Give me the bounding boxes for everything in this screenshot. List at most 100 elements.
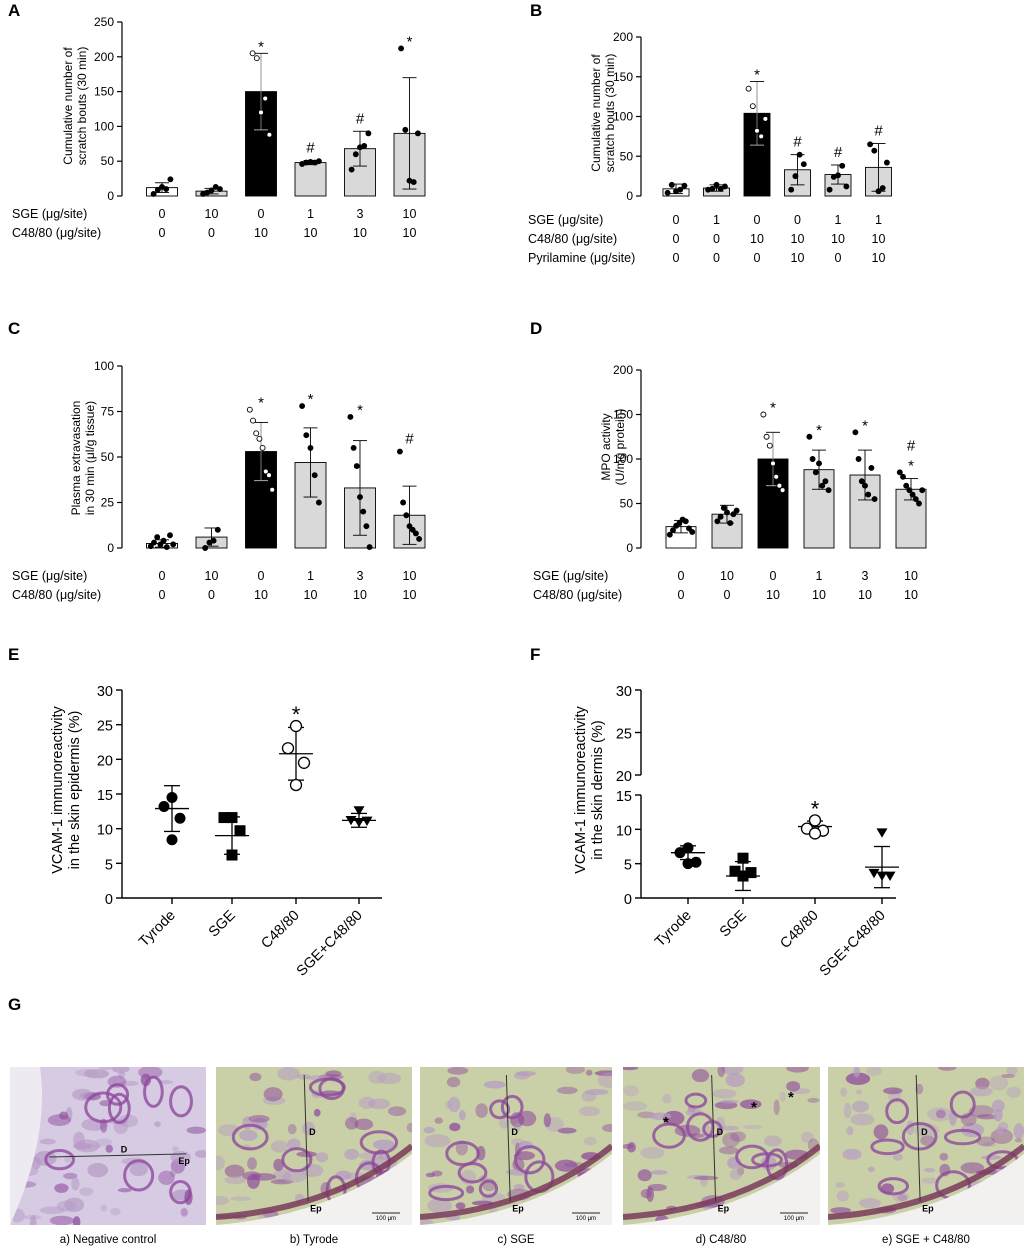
data-point [900, 473, 906, 480]
data-point [269, 486, 276, 493]
condition-value: 10 [205, 207, 219, 221]
y-tick-label: 150 [613, 70, 633, 84]
data-point [896, 469, 903, 476]
follicle [513, 1145, 546, 1175]
y-tick-label: 200 [613, 363, 633, 377]
y-axis-label-line: in the skin epidermis (%) [67, 711, 83, 870]
condition-value: 1 [875, 213, 882, 227]
condition-value: 0 [713, 232, 720, 246]
y-tick-label: 150 [613, 408, 633, 422]
data-point [400, 499, 407, 506]
tissue-texture [172, 1146, 179, 1152]
data-point [776, 482, 783, 489]
tissue-texture [830, 1207, 851, 1214]
follicle [44, 1149, 75, 1171]
tissue-texture [989, 1075, 1009, 1091]
tissue-texture [597, 1072, 612, 1089]
data-point [852, 429, 859, 436]
tissue-texture [216, 1155, 225, 1171]
y-tick-label: 25 [101, 496, 115, 510]
condition-value: 10 [304, 226, 318, 240]
tissue-texture [475, 1103, 488, 1118]
dermis-label: D [717, 1127, 724, 1137]
micrograph-caption: b) Tyrode [290, 1234, 338, 1246]
tissue-texture [100, 1204, 108, 1212]
data-point [256, 435, 263, 442]
tissue-texture [117, 1188, 132, 1193]
y-tick-label: 50 [101, 450, 115, 464]
y-tick-label: 150 [94, 85, 114, 99]
significance-asterisk: * [308, 391, 314, 408]
data-point [166, 834, 178, 846]
micrograph: D Ep 100 μm [420, 1067, 612, 1225]
tissue-texture [583, 1136, 597, 1146]
data-point [253, 430, 260, 437]
condition-value: 10 [254, 226, 268, 240]
data-point [262, 468, 269, 475]
y-tick-label: 0 [107, 541, 114, 555]
data-point [403, 512, 410, 519]
tissue-texture [712, 1088, 737, 1099]
tissue-texture [513, 1122, 521, 1132]
tissue-texture [449, 1122, 461, 1132]
data-point [682, 858, 694, 870]
follicle [489, 1099, 511, 1120]
condition-value: 10 [720, 569, 734, 583]
tissue-texture [693, 1175, 719, 1181]
tissue-texture [807, 1097, 820, 1103]
tissue-texture [1006, 1086, 1022, 1098]
micrograph: D Ep [10, 1067, 206, 1225]
tissue-texture [935, 1109, 946, 1119]
tissue-texture [445, 1100, 452, 1109]
y-axis-label-line: in the skin dermis (%) [590, 720, 606, 859]
panel-g: G D Ep a) Negative control D Ep 100 μm b) Tyrod… [8, 995, 1024, 1246]
tissue-texture [1001, 1073, 1015, 1078]
tissue-texture [368, 1070, 387, 1084]
significance-asterisk: * [258, 395, 264, 412]
data-point [249, 50, 256, 57]
tissue-texture [273, 1158, 284, 1172]
tissue-texture [721, 1067, 744, 1076]
tissue-texture [742, 1124, 763, 1130]
micrograph: D Ep * * * 100 μm [623, 1067, 820, 1225]
tissue-texture [455, 1202, 466, 1210]
y-tick-label: 75 [101, 405, 115, 419]
dermis-label: D [121, 1144, 128, 1154]
tissue-texture [993, 1108, 1003, 1122]
data-point [916, 500, 922, 507]
condition-value: 0 [258, 569, 265, 583]
tissue-texture [154, 1121, 161, 1128]
epidermis-label: Ep [718, 1203, 730, 1213]
condition-value: 1 [835, 213, 842, 227]
tissue-texture [850, 1113, 875, 1126]
significance-hash: # [306, 140, 315, 157]
data-point [398, 45, 405, 52]
dermis-label: D [511, 1127, 518, 1137]
significance-asterisk: * [811, 796, 820, 821]
data-point [812, 469, 819, 476]
tissue-texture [801, 1131, 814, 1144]
thickness-line [915, 1074, 921, 1202]
tissue-texture [517, 1110, 537, 1127]
condition-value: 0 [159, 569, 166, 583]
data-point [676, 520, 683, 527]
data-point [170, 541, 177, 548]
data-point [402, 126, 409, 133]
data-point [876, 828, 888, 838]
follicle [359, 1130, 399, 1155]
data-point [666, 531, 673, 538]
data-point [307, 444, 314, 451]
data-point [681, 182, 688, 189]
tissue-texture [54, 1183, 69, 1193]
thickness-line [711, 1074, 717, 1202]
condition-value: 10 [904, 569, 918, 583]
tissue-texture [186, 1126, 206, 1134]
follicle [231, 1123, 269, 1151]
tissue-texture [315, 1152, 329, 1163]
micrograph-caption: a) Negative control [60, 1234, 157, 1246]
y-axis-label-line: scratch bouts (30 min) [75, 47, 89, 166]
y-tick-label: 50 [620, 497, 634, 511]
follicle [478, 1179, 499, 1198]
data-point [353, 463, 360, 470]
y-tick-label: 0 [626, 189, 633, 203]
